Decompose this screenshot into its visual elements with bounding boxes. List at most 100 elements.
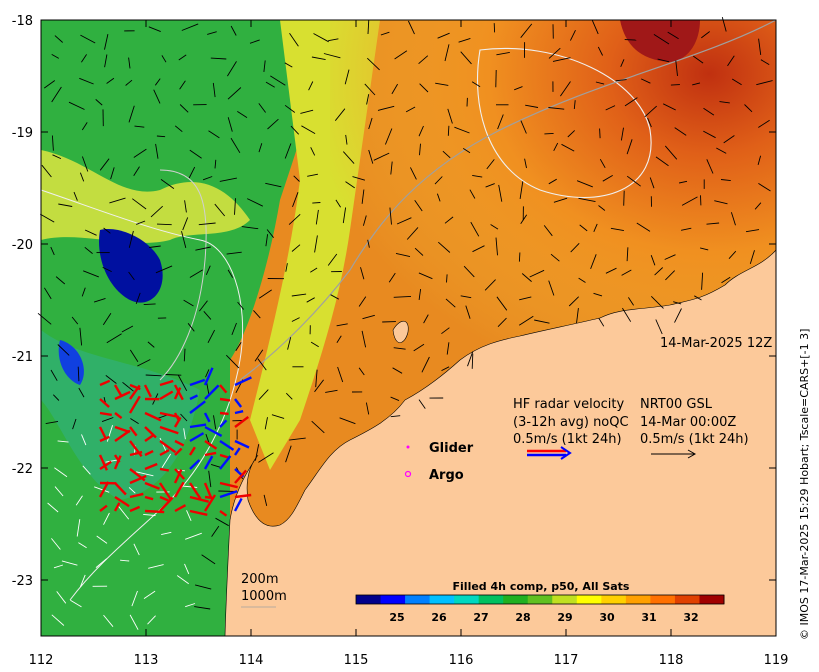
radar-arrow	[128, 395, 141, 414]
velocity-arrow	[265, 81, 275, 88]
radar-arrow	[234, 376, 252, 387]
velocity-arrow	[230, 25, 237, 36]
velocity-arrow	[290, 125, 300, 135]
velocity-arrow	[265, 182, 282, 188]
velocity-arrow	[360, 267, 365, 280]
colorbar-cell	[478, 595, 504, 604]
velocity-arrow	[334, 108, 346, 121]
velocity-arrow	[52, 394, 60, 401]
velocity-arrow	[518, 252, 521, 262]
velocity-arrow	[497, 317, 507, 328]
isobath-200-label: 200m	[241, 572, 278, 587]
velocity-arrow	[598, 317, 605, 327]
radar-arrow	[114, 429, 131, 442]
velocity-arrow	[447, 125, 450, 136]
radar-arrow	[219, 419, 228, 428]
velocity-arrow	[337, 366, 344, 383]
velocity-arrow	[231, 322, 237, 336]
velocity-arrow	[120, 559, 130, 562]
radar-arrow	[203, 455, 214, 470]
velocity-arrow	[121, 325, 134, 333]
velocity-arrow	[597, 46, 604, 56]
velocity-arrow	[148, 26, 161, 33]
velocity-arrow	[301, 125, 316, 134]
velocity-arrow	[553, 142, 559, 152]
velocity-arrow	[225, 354, 240, 369]
velocity-arrow	[106, 333, 122, 344]
velocity-arrow	[208, 130, 220, 139]
velocity-arrow	[576, 308, 579, 324]
velocity-arrow	[310, 147, 316, 156]
velocity-arrow	[306, 297, 315, 303]
radar-arrow	[99, 411, 112, 417]
velocity-arrow	[266, 229, 274, 238]
velocity-arrow	[39, 213, 55, 223]
radar-arrow	[203, 494, 217, 512]
velocity-arrow	[258, 143, 263, 153]
radar-arrow	[204, 440, 218, 450]
velocity-arrow	[81, 122, 88, 131]
radar-arrow	[99, 379, 111, 387]
radar-arrow	[219, 453, 230, 459]
velocity-arrow	[578, 277, 586, 283]
velocity-arrow	[77, 366, 80, 382]
radar-arrow	[174, 439, 185, 447]
velocity-arrow	[342, 207, 347, 224]
velocity-arrow	[367, 239, 370, 248]
velocity-arrow	[54, 486, 64, 497]
velocity-arrow	[180, 413, 188, 422]
velocity-arrow	[254, 444, 260, 461]
velocity-arrow	[289, 437, 306, 441]
velocity-arrow	[388, 272, 396, 283]
velocity-arrow	[644, 105, 658, 118]
scale-arrow-head	[560, 446, 572, 460]
velocity-arrow	[237, 301, 245, 310]
velocity-arrow	[258, 389, 269, 400]
radar-arrow	[189, 482, 202, 500]
isobath-1000m	[40, 189, 244, 601]
velocity-arrow	[667, 31, 679, 40]
velocity-arrow	[227, 87, 242, 100]
velocity-arrow	[421, 356, 430, 373]
velocity-arrow	[110, 167, 115, 180]
colorbar-cell	[576, 595, 602, 604]
colorbar-cell	[650, 595, 676, 604]
velocity-arrow	[406, 227, 419, 240]
velocity-arrow	[361, 189, 365, 204]
velocity-arrow	[155, 143, 159, 159]
velocity-arrow	[148, 564, 164, 569]
radar-arrow	[129, 384, 141, 400]
velocity-arrow	[664, 145, 678, 160]
velocity-arrow	[186, 510, 192, 521]
radar-arrow	[114, 495, 130, 508]
velocity-arrow	[681, 196, 698, 206]
velocity-arrow	[365, 402, 370, 415]
velocity-arrow	[437, 32, 450, 39]
velocity-arrow	[143, 513, 156, 516]
velocity-arrow	[57, 344, 70, 356]
y-tick-label: -22	[12, 462, 33, 477]
velocity-arrow	[308, 81, 314, 91]
velocity-arrow	[227, 117, 233, 132]
velocity-arrow	[396, 217, 412, 225]
velocity-arrow	[79, 574, 86, 587]
velocity-arrow	[137, 359, 151, 367]
velocity-arrow	[655, 319, 663, 335]
velocity-arrow	[265, 234, 269, 247]
colorbar-cell	[625, 595, 651, 604]
radar-arrow	[144, 509, 165, 514]
radar-arrow	[234, 415, 250, 428]
velocity-arrow	[68, 101, 85, 110]
velocity-arrow	[442, 150, 451, 159]
velocity-arrow	[61, 560, 78, 566]
velocity-arrow	[390, 161, 393, 175]
velocity-arrow	[96, 535, 108, 544]
velocity-arrow	[293, 175, 300, 182]
velocity-arrow	[219, 177, 237, 182]
hf-radar-title: HF radar velocity	[513, 397, 625, 412]
velocity-arrow	[102, 312, 112, 326]
velocity-arrow	[81, 434, 87, 446]
velocity-arrow	[54, 467, 68, 478]
velocity-arrow	[418, 399, 426, 409]
radar-arrow	[234, 493, 252, 499]
